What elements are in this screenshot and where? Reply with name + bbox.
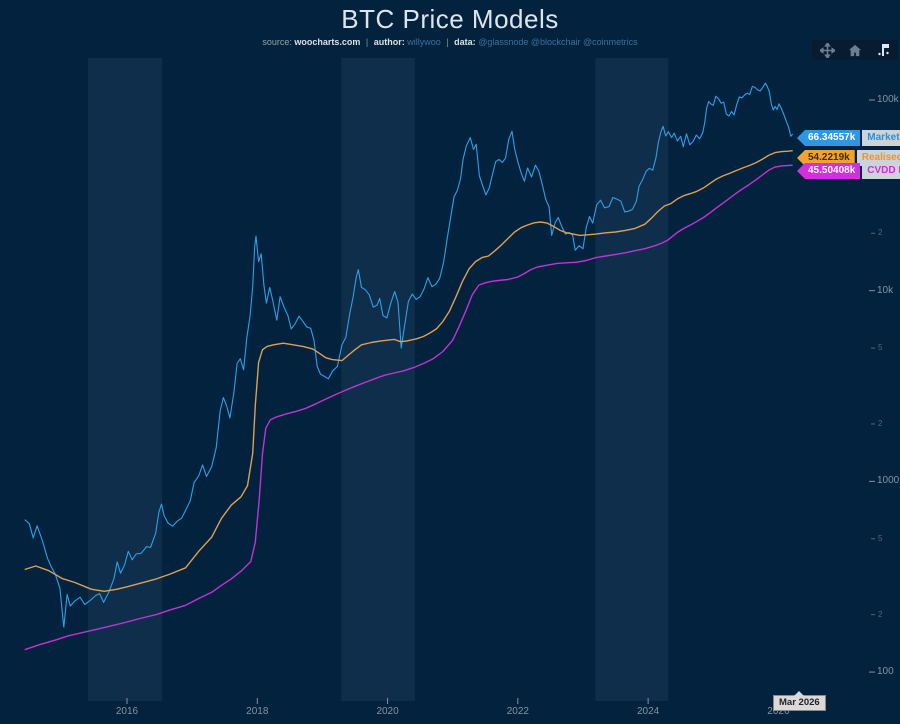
cvdd-floor-tag[interactable]: 45.50408k CVDD Floor: [797, 163, 900, 179]
x-tick-label: 2018: [246, 706, 269, 717]
x-tick-label: 2020: [376, 706, 399, 717]
pan-icon: [819, 42, 835, 58]
y-minor-tick-label: 5: [878, 343, 883, 353]
x-tick-label: 2026: [767, 706, 790, 717]
crosshair-date-label: Mar 2026: [773, 691, 826, 711]
epoch-band: [87, 58, 163, 701]
x-tick-label: 2022: [506, 706, 529, 717]
realised-price-tag[interactable]: 54.2219k Realised: [797, 150, 900, 166]
x-tick-label: 2024: [636, 706, 660, 717]
y-tick-label: 100: [877, 666, 894, 678]
y-minor-tick-label: 2: [878, 228, 883, 238]
y-minor-tick-label: 2: [878, 418, 883, 428]
market-price-tag[interactable]: 66.34557k Market Price: [797, 130, 900, 146]
y-tick-label: 1000: [877, 475, 900, 487]
y-minor-tick-label: 5: [878, 533, 883, 543]
y-tick-label: 100k: [877, 93, 899, 105]
epoch-band: [341, 58, 415, 701]
cvdd-floor-label[interactable]: CVDD Floor: [862, 163, 900, 179]
realised-price-value[interactable]: 54.2219k: [797, 150, 855, 166]
series-line-market-price: [24, 82, 794, 628]
reset-view-button[interactable]: [844, 42, 866, 58]
epoch-band: [595, 58, 669, 701]
y-minor-tick-label: 2: [878, 609, 883, 619]
toolbar: [812, 40, 898, 60]
price-labels-icon: [877, 43, 890, 57]
pan-button[interactable]: [816, 42, 838, 58]
y-tick-label: 10k: [877, 284, 894, 296]
x-tick-label: 2016: [115, 706, 139, 717]
home-icon: [848, 44, 862, 57]
realised-price-label[interactable]: Realised: [856, 150, 900, 166]
series-line-cvdd-floor: [24, 164, 793, 651]
series-line-realised: [24, 150, 793, 592]
price-labels-toggle-button[interactable]: [872, 42, 894, 58]
market-price-label[interactable]: Market Price: [862, 130, 900, 146]
market-price-value[interactable]: 66.34557k: [797, 130, 861, 146]
cvdd-floor-value[interactable]: 45.50408k: [797, 163, 861, 179]
